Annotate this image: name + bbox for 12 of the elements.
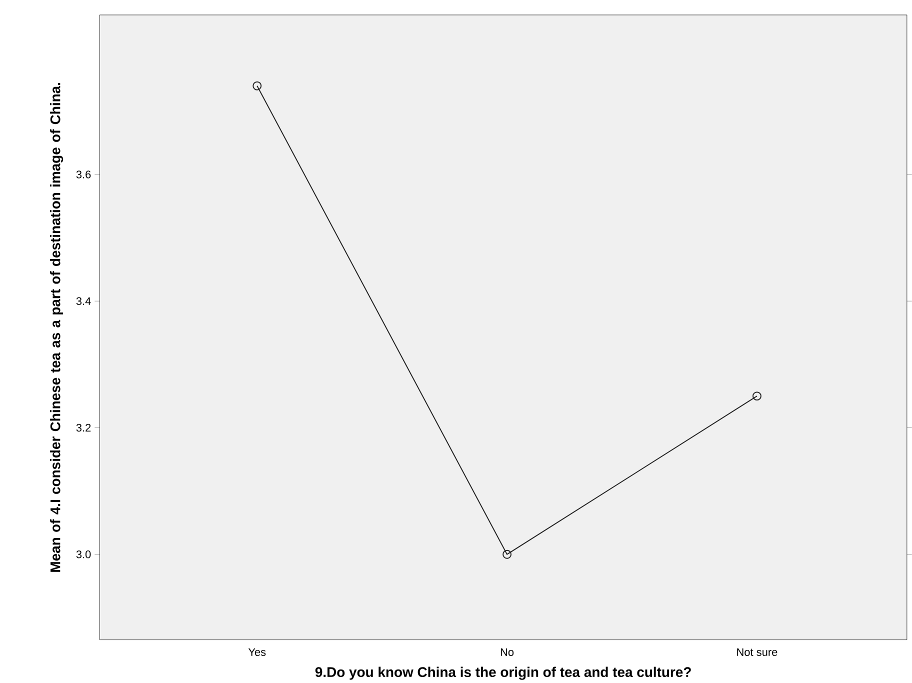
y-tick-label: 3.6 [76, 170, 91, 178]
x-tick-label: Yes [248, 648, 266, 656]
point [252, 81, 262, 90]
y-tick-label: 3.2 [76, 424, 91, 432]
x-tick-label: Not sure [737, 648, 778, 656]
y-tick-label: 3.0 [76, 550, 91, 558]
x-tick-label: No [500, 648, 514, 656]
point [752, 391, 762, 400]
y-axis-title: Mean of 4.I consider Chinese tea as a part of destination image of China. [50, 82, 64, 572]
x-axis-title: 9.Do you know China is the origin of tea and tea culture? [315, 666, 691, 680]
y-tick-label: 3.4 [76, 297, 91, 305]
point [502, 550, 512, 559]
